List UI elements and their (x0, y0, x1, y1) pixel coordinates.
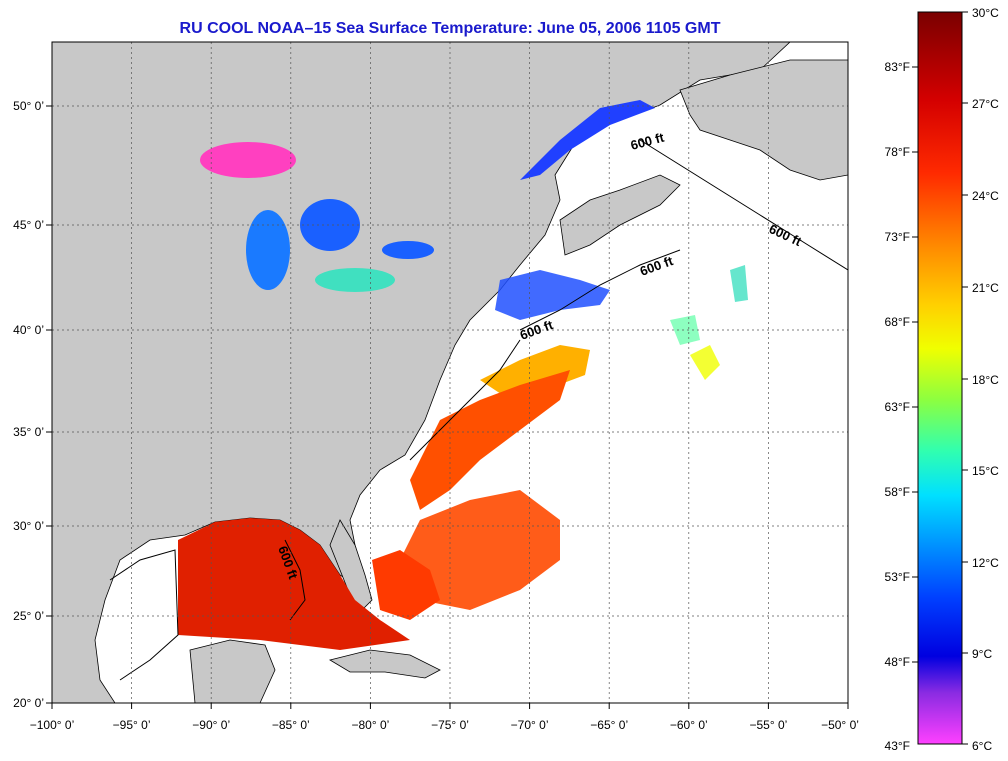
fahrenheit-label: 83°F (885, 60, 910, 74)
lake-ontario (382, 241, 434, 259)
celsius-label: 24°C (972, 189, 999, 203)
celsius-label: 30°C (972, 6, 999, 20)
lake-erie (315, 268, 395, 292)
lat-tick-label: 30° 0’ (13, 519, 44, 533)
lat-tick-label: 35° 0’ (13, 425, 44, 439)
colorbar (917, 11, 963, 745)
lon-tick-label: −60° 0’ (670, 718, 708, 732)
map-title: RU COOL NOAA–15 Sea Surface Temperature:… (179, 20, 721, 37)
fahrenheit-label: 63°F (885, 400, 910, 414)
lon-tick-label: −80° 0’ (351, 718, 389, 732)
celsius-label: 12°C (972, 556, 999, 570)
lat-tick-label: 50° 0’ (13, 99, 44, 113)
lon-tick-label: −65° 0’ (590, 718, 628, 732)
celsius-label: 18°C (972, 373, 999, 387)
fahrenheit-label: 43°F (885, 739, 910, 753)
lake-superior (200, 142, 296, 178)
lat-tick-label: 20° 0’ (13, 696, 44, 710)
lon-tick-label: −90° 0’ (192, 718, 230, 732)
lon-tick-label: −75° 0’ (431, 718, 469, 732)
lon-labels: −100° 0’ −95° 0’ −90° 0’ −85° 0’ −80° 0’… (30, 718, 859, 732)
graticule (52, 42, 848, 703)
maritimes-land (559, 174, 681, 256)
yucatan-land (189, 639, 276, 703)
isobath-600ft (109, 139, 848, 681)
lon-tick-label: −100° 0’ (30, 718, 75, 732)
lat-tick-label: 25° 0’ (13, 609, 44, 623)
fahrenheit-label: 68°F (885, 315, 910, 329)
axis-ticks (46, 105, 849, 709)
celsius-label: 21°C (972, 281, 999, 295)
great-lakes (200, 142, 434, 292)
lake-michigan (246, 210, 290, 290)
nova-scotia-newfoundland-land (679, 59, 848, 181)
fahrenheit-label: 53°F (885, 570, 910, 584)
fahrenheit-label: 48°F (885, 655, 910, 669)
celsius-label: 15°C (972, 464, 999, 478)
lat-tick-label: 40° 0’ (13, 323, 44, 337)
sst-offshore-teal (730, 265, 748, 302)
sst-sargasso (400, 490, 560, 610)
lake-huron (300, 199, 360, 251)
lat-labels: 50° 0’ 45° 0’ 40° 0’ 35° 0’ 30° 0’ 25° 0… (13, 99, 44, 710)
sst-offshore-green (670, 315, 700, 345)
sst-east-florida (372, 550, 440, 620)
sst-gulf-of-mexico (178, 518, 410, 650)
sst-gulf-stream (410, 370, 570, 510)
lon-tick-label: −85° 0’ (272, 718, 310, 732)
lon-tick-label: −95° 0’ (113, 718, 151, 732)
fahrenheit-label: 78°F (885, 145, 910, 159)
lon-tick-label: −70° 0’ (511, 718, 549, 732)
lat-tick-label: 45° 0’ (13, 218, 44, 232)
sst-overlay (178, 265, 748, 650)
sst-slope-water (480, 345, 590, 400)
celsius-label: 6°C (972, 739, 992, 753)
lon-tick-label: −50° 0’ (821, 718, 859, 732)
fahrenheit-label: 58°F (885, 485, 910, 499)
cuba-land (328, 649, 441, 679)
st-lawrence-sst (520, 100, 655, 180)
fahrenheit-label: 73°F (885, 230, 910, 244)
sst-gulf-of-maine (495, 270, 610, 320)
celsius-label: 9°C (972, 647, 992, 661)
celsius-label: 27°C (972, 97, 999, 111)
colorbar-fahrenheit-labels: 83°F 78°F 73°F 68°F 63°F 58°F 53°F 48°F … (885, 60, 910, 753)
lon-tick-label: −55° 0’ (749, 718, 787, 732)
sst-offshore-yellow (690, 345, 720, 380)
colorbar-celsius-labels: 30°C 27°C 24°C 21°C 18°C 15°C 12°C 9°C 6… (972, 6, 999, 753)
colorbar-ticks (912, 11, 968, 745)
